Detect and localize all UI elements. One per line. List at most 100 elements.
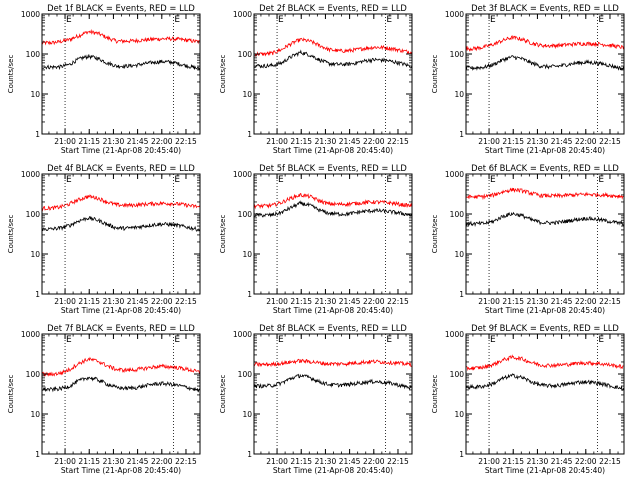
y-tick-label: 100 — [450, 370, 465, 379]
x-tick-label: 22:15 — [599, 457, 621, 466]
x-tick-label: 21:00 — [478, 297, 500, 306]
x-tick-label: 22:00 — [151, 297, 173, 306]
x-tick-label: 21:30 — [103, 297, 125, 306]
event-marker-label: E — [598, 335, 604, 345]
lld-series-line — [253, 37, 413, 57]
plot-frame — [465, 173, 625, 295]
x-tick-label: 22:00 — [575, 297, 597, 306]
lld-series-line — [465, 187, 625, 201]
y-tick-label: 10 — [242, 90, 252, 99]
y-axis-label: Counts/sec — [7, 375, 15, 414]
y-tick-label: 100 — [26, 370, 41, 379]
x-tick-label: 21:00 — [478, 457, 500, 466]
lld-series-line — [41, 194, 201, 212]
lld-series-line — [253, 192, 413, 210]
x-tick-label: 21:15 — [502, 457, 524, 466]
x-tick-label: 21:30 — [527, 297, 549, 306]
x-tick-label: 22:15 — [387, 297, 409, 306]
x-tick-label: 21:15 — [290, 457, 312, 466]
x-axis-label: Start Time (21-Apr-08 20:45:40) — [273, 466, 393, 475]
event-marker-label: E — [66, 335, 72, 345]
x-tick-label: 21:15 — [78, 137, 100, 146]
x-tick-label: 21:30 — [315, 137, 337, 146]
x-tick-label: 21:45 — [339, 297, 361, 306]
panel-title: Det 6f BLACK = Events, RED = LLD — [471, 163, 619, 173]
events-series-line — [465, 211, 625, 227]
x-tick-label: 22:00 — [151, 137, 173, 146]
y-axis-label: Counts/sec — [431, 215, 439, 254]
x-tick-label: 21:15 — [78, 457, 100, 466]
x-tick-label: 22:00 — [151, 457, 173, 466]
detector-panel: Det 2f BLACK = Events, RED = LLD E E 1 10 100… — [219, 3, 413, 155]
detector-panel: Det 3f BLACK = Events, RED = LLD E E 1 10 100… — [431, 3, 625, 155]
lld-series-line — [465, 354, 625, 372]
x-axis-label: Start Time (21-Apr-08 20:45:40) — [273, 146, 393, 155]
x-tick-label: 21:15 — [290, 297, 312, 306]
detector-panel: Det 7f BLACK = Events, RED = LLD E E 1 10 100… — [7, 323, 201, 475]
y-tick-label: 100 — [26, 210, 41, 219]
events-series-line — [465, 54, 625, 71]
x-tick-label: 22:15 — [175, 297, 197, 306]
y-tick-label: 1000 — [445, 170, 464, 179]
panel-title: Det 9f BLACK = Events, RED = LLD — [471, 323, 619, 333]
event-marker-label: E — [386, 175, 392, 185]
y-axis-label: Counts/sec — [219, 215, 227, 254]
x-tick-label: 21:15 — [290, 137, 312, 146]
y-tick-label: 1000 — [445, 330, 464, 339]
x-tick-label: 21:00 — [54, 457, 76, 466]
events-series-line — [41, 376, 201, 393]
event-marker-label: E — [490, 175, 496, 185]
detector-panel: Det 9f BLACK = Events, RED = LLD E E 1 10 100… — [431, 323, 625, 475]
detector-panel: Det 6f BLACK = Events, RED = LLD E E 1 10 100… — [431, 163, 625, 315]
x-tick-label: 21:45 — [551, 457, 573, 466]
x-axis-label: Start Time (21-Apr-08 20:45:40) — [61, 146, 181, 155]
x-tick-label: 21:30 — [315, 297, 337, 306]
x-tick-label: 22:15 — [387, 457, 409, 466]
x-tick-label: 21:30 — [103, 137, 125, 146]
events-series-line — [41, 215, 201, 232]
event-marker-label: E — [66, 175, 72, 185]
y-tick-label: 1 — [459, 130, 464, 139]
y-tick-label: 1000 — [21, 170, 40, 179]
event-marker-label: E — [66, 15, 72, 25]
x-tick-label: 21:15 — [78, 297, 100, 306]
y-tick-label: 10 — [454, 250, 464, 259]
panel-title: Det 2f BLACK = Events, RED = LLD — [259, 3, 407, 13]
detector-panel: Det 5f BLACK = Events, RED = LLD E E 1 10 100… — [219, 163, 413, 315]
y-axis-label: Counts/sec — [431, 55, 439, 94]
lld-series-line — [41, 356, 201, 377]
event-marker-label: E — [278, 335, 284, 345]
plot-frame — [41, 13, 201, 135]
plot-frame — [465, 13, 625, 135]
event-marker-label: E — [174, 175, 180, 185]
y-tick-label: 1 — [247, 130, 252, 139]
x-axis-label: Start Time (21-Apr-08 20:45:40) — [61, 306, 181, 315]
x-tick-label: 22:15 — [175, 457, 197, 466]
y-tick-label: 1 — [247, 450, 252, 459]
event-marker-label: E — [386, 335, 392, 345]
lld-series-line — [253, 358, 413, 368]
event-marker-label: E — [278, 175, 284, 185]
x-tick-label: 21:00 — [266, 297, 288, 306]
x-tick-label: 21:30 — [527, 137, 549, 146]
y-tick-label: 10 — [30, 410, 40, 419]
y-tick-label: 10 — [454, 90, 464, 99]
x-tick-label: 21:45 — [339, 137, 361, 146]
y-tick-label: 10 — [242, 410, 252, 419]
events-series-line — [41, 54, 201, 71]
x-tick-label: 21:00 — [266, 457, 288, 466]
x-tick-label: 22:00 — [575, 137, 597, 146]
events-series-line — [253, 200, 413, 218]
x-axis-label: Start Time (21-Apr-08 20:45:40) — [61, 466, 181, 475]
y-tick-label: 10 — [454, 410, 464, 419]
x-tick-label: 22:15 — [175, 137, 197, 146]
events-series-line — [465, 373, 625, 391]
event-marker-label: E — [598, 15, 604, 25]
x-tick-label: 21:45 — [551, 297, 573, 306]
y-tick-label: 100 — [238, 210, 253, 219]
x-tick-label: 21:15 — [502, 137, 524, 146]
events-series-line — [253, 373, 413, 390]
x-tick-label: 21:00 — [266, 137, 288, 146]
x-tick-label: 21:45 — [339, 457, 361, 466]
plot-frame — [253, 333, 413, 455]
